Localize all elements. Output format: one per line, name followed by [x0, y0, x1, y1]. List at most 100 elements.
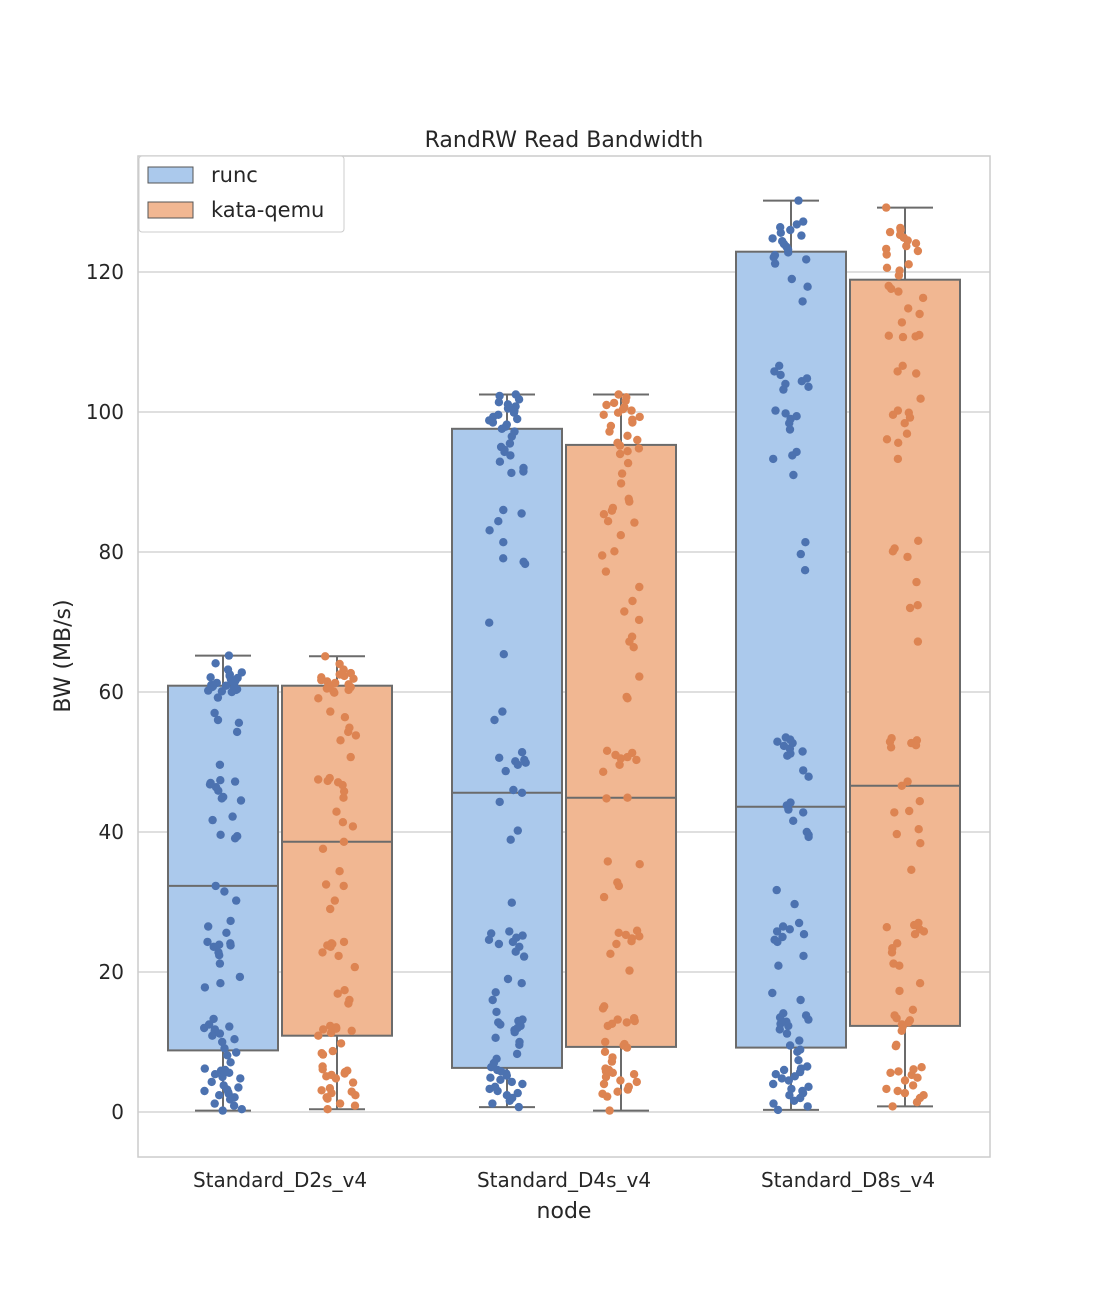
data-point [915, 797, 924, 806]
y-tick-label: 20 [99, 960, 124, 984]
data-point [492, 1007, 501, 1017]
data-point [778, 922, 788, 931]
box-body [281, 684, 393, 1037]
data-point [321, 880, 331, 889]
data-point [599, 510, 609, 519]
data-point [318, 1050, 328, 1059]
data-point [505, 927, 514, 936]
data-point [786, 225, 795, 235]
data-point [218, 1106, 227, 1115]
data-point [495, 797, 504, 807]
data-point [336, 1039, 346, 1048]
data-point [902, 241, 911, 251]
data-point [330, 688, 339, 697]
data-point [769, 1099, 778, 1108]
data-point [234, 718, 244, 727]
data-point [801, 538, 810, 547]
data-point [335, 1099, 345, 1108]
data-point [322, 684, 332, 693]
data-point [893, 1086, 902, 1096]
data-point [601, 567, 611, 576]
data-point [616, 479, 626, 488]
data-point [334, 951, 343, 961]
data-point [519, 467, 528, 476]
data-point [232, 1048, 241, 1057]
data-point [601, 1037, 610, 1047]
data-point [787, 1084, 796, 1094]
data-point [799, 808, 808, 817]
data-point [211, 881, 220, 891]
data-point [217, 687, 227, 696]
data-point [226, 1058, 235, 1067]
data-point [789, 816, 798, 825]
data-point [781, 409, 790, 418]
data-point [603, 1092, 612, 1101]
grid-lines [138, 271, 990, 1113]
data-point [630, 518, 639, 527]
data-point [613, 1087, 622, 1096]
data-point [215, 1091, 224, 1100]
data-point [485, 618, 494, 627]
data-point [599, 410, 608, 419]
data-point [770, 259, 780, 268]
data-point [509, 785, 518, 795]
data-point [332, 807, 341, 816]
data-point [893, 454, 903, 464]
data-point [625, 497, 634, 506]
data-point [784, 248, 793, 257]
y-tick-label: 60 [99, 680, 124, 704]
data-point [339, 837, 349, 846]
data-point [211, 659, 220, 668]
data-point [779, 1065, 789, 1075]
data-point [518, 1079, 527, 1089]
data-point [784, 1076, 793, 1085]
data-point [903, 777, 912, 786]
data-point [340, 713, 350, 722]
y-tick-label: 40 [99, 820, 124, 844]
data-point [905, 806, 914, 816]
x-tick-labels: Standard_D2s_v4 Standard_D4s_v4 Standard_D… [193, 1168, 935, 1192]
data-point [785, 1091, 794, 1100]
data-point [793, 1047, 802, 1057]
data-point [200, 1064, 209, 1073]
data-point [627, 937, 636, 946]
data-point [804, 1082, 813, 1092]
data-point [892, 829, 901, 839]
data-point [775, 1025, 784, 1034]
data-point [904, 304, 913, 313]
data-point [600, 1047, 610, 1057]
data-point [225, 1022, 234, 1031]
data-point [882, 250, 891, 259]
data-point [800, 566, 810, 575]
data-point [893, 367, 902, 376]
data-point [773, 1105, 783, 1115]
data-point [235, 972, 245, 982]
data-point [223, 1051, 232, 1060]
data-point [335, 867, 344, 876]
data-point [904, 1018, 913, 1027]
data-point [490, 715, 499, 725]
y-tick-labels: 0 20 40 60 80 100 120 [86, 260, 124, 1124]
data-point [614, 390, 623, 399]
data-point [891, 1042, 900, 1051]
data-point [885, 227, 895, 237]
data-point [782, 1029, 792, 1038]
data-point [886, 1068, 895, 1078]
data-point [613, 408, 623, 417]
legend-swatch-runc [147, 166, 194, 184]
y-tick-label: 0 [111, 1100, 124, 1124]
data-point [769, 253, 778, 262]
data-point [785, 425, 795, 434]
data-point [905, 603, 915, 613]
data-point [491, 1033, 500, 1043]
data-point [503, 404, 513, 413]
data-point [803, 282, 812, 291]
data-point [331, 1074, 341, 1083]
data-point [623, 431, 632, 440]
data-point [785, 419, 794, 428]
x-axis-label: node [537, 1199, 592, 1224]
data-point [914, 825, 923, 834]
data-point [506, 451, 515, 460]
data-point [216, 979, 225, 988]
data-point [768, 234, 777, 243]
